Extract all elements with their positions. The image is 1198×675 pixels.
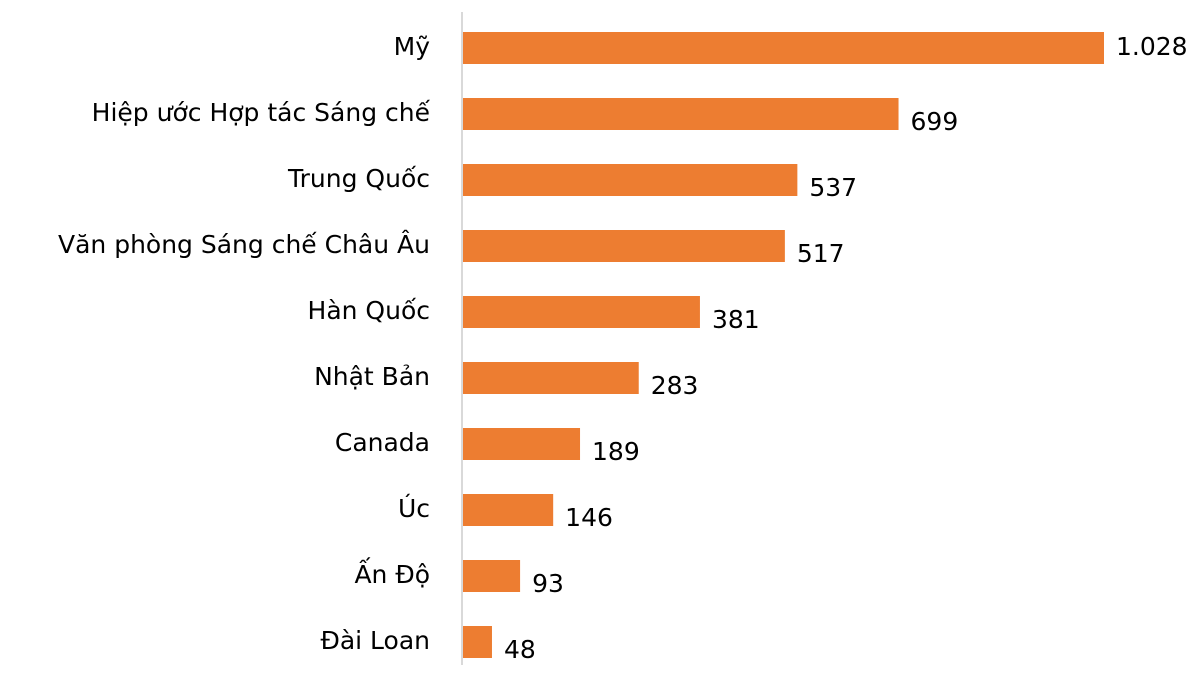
bar bbox=[462, 98, 899, 130]
value-label: 93 bbox=[532, 569, 564, 598]
bar bbox=[462, 560, 521, 592]
category-label: Văn phòng Sáng chế Châu Âu bbox=[58, 230, 430, 259]
bar bbox=[462, 626, 492, 658]
value-label: 146 bbox=[565, 503, 613, 532]
value-label: 537 bbox=[809, 173, 857, 202]
category-label: Hiệp ước Hợp tác Sáng chế bbox=[92, 98, 431, 127]
value-label: 283 bbox=[651, 371, 699, 400]
bar bbox=[462, 296, 700, 328]
category-label: Mỹ bbox=[394, 32, 431, 61]
bar bbox=[462, 230, 785, 262]
bar bbox=[462, 428, 581, 460]
value-label: 189 bbox=[592, 437, 640, 466]
value-label: 381 bbox=[712, 305, 760, 334]
category-label: Úc bbox=[398, 493, 430, 523]
category-label: Trung Quốc bbox=[287, 164, 430, 193]
value-label: 699 bbox=[911, 107, 959, 136]
category-label: Canada bbox=[335, 428, 430, 457]
bar bbox=[462, 494, 554, 526]
bar bbox=[462, 362, 639, 394]
value-label: 1.028 bbox=[1116, 32, 1188, 61]
category-label: Hàn Quốc bbox=[308, 296, 430, 325]
category-label: Ấn Độ bbox=[354, 557, 430, 589]
value-label: 517 bbox=[797, 239, 845, 268]
value-label: 48 bbox=[504, 635, 536, 664]
category-label: Đài Loan bbox=[320, 626, 430, 655]
bar bbox=[462, 32, 1104, 64]
category-label: Nhật Bản bbox=[314, 362, 430, 391]
bar bbox=[462, 164, 798, 196]
